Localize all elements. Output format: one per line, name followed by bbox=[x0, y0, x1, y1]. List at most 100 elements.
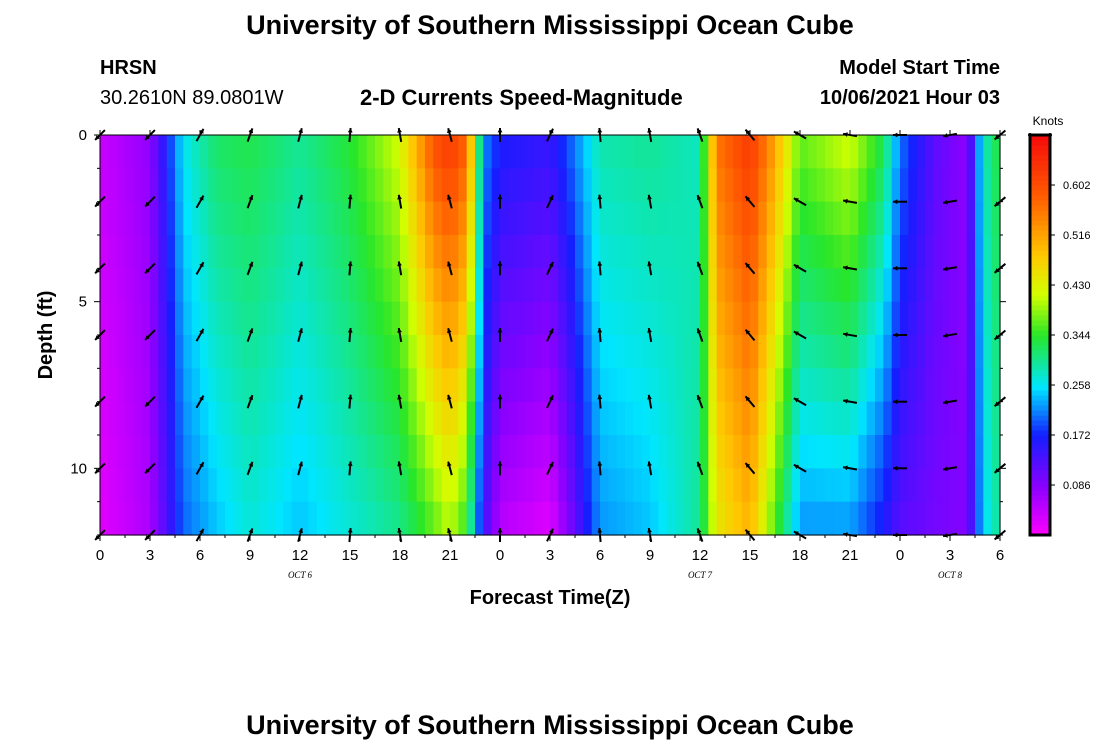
heatmap-cell bbox=[425, 268, 434, 303]
heatmap-cell bbox=[700, 368, 709, 403]
heatmap-cell bbox=[491, 401, 501, 436]
heatmap-cell bbox=[458, 468, 468, 503]
current-vector bbox=[297, 327, 303, 343]
x-tick-label: 9 bbox=[246, 547, 254, 564]
heatmap-cell bbox=[141, 168, 151, 203]
heatmap-cell bbox=[800, 468, 809, 503]
heatmap-cell bbox=[816, 368, 826, 403]
colorbar-swatch bbox=[1030, 155, 1050, 161]
colorbar-swatch bbox=[1030, 440, 1050, 446]
current-vector bbox=[347, 261, 353, 276]
heatmap-cell bbox=[916, 335, 926, 369]
heatmap-cell bbox=[108, 335, 118, 369]
heatmap-cell bbox=[633, 335, 643, 369]
colorbar-swatch bbox=[1030, 515, 1050, 521]
heatmap-cell bbox=[441, 435, 451, 469]
heatmap-cell bbox=[275, 235, 284, 269]
heatmap-cell bbox=[791, 301, 801, 336]
station-coords: 30.2610N 89.0801W bbox=[100, 87, 284, 109]
heatmap-cell bbox=[850, 368, 859, 403]
heatmap-cell bbox=[116, 501, 126, 536]
heatmap-cell bbox=[525, 468, 534, 503]
heatmap-cell bbox=[533, 201, 543, 236]
colorbar-swatch bbox=[1030, 530, 1050, 536]
heatmap-cell bbox=[600, 335, 609, 369]
heatmap-cell bbox=[658, 168, 668, 203]
heatmap-cell bbox=[166, 335, 176, 369]
heatmap-cell bbox=[575, 301, 584, 336]
heatmap-cell bbox=[833, 268, 843, 303]
heatmap-cell bbox=[783, 168, 793, 203]
heatmap-cell bbox=[808, 335, 818, 369]
heatmap-cell bbox=[675, 268, 684, 303]
heatmap-cell bbox=[775, 401, 784, 436]
heatmap-cell bbox=[466, 301, 476, 336]
heatmap-cell bbox=[966, 301, 976, 336]
colorbar-swatch bbox=[1030, 180, 1050, 186]
colorbar-swatch bbox=[1030, 450, 1050, 456]
heatmap-cell bbox=[758, 468, 768, 503]
heatmap-cell bbox=[650, 501, 659, 536]
heatmap-cell bbox=[633, 168, 643, 203]
heatmap-cell bbox=[283, 335, 293, 369]
heatmap-cell bbox=[850, 168, 859, 203]
colorbar-swatch bbox=[1030, 190, 1050, 196]
heatmap-cell bbox=[500, 135, 509, 169]
heatmap-cell bbox=[491, 301, 501, 336]
current-vector bbox=[195, 328, 205, 342]
heatmap-cell bbox=[375, 435, 384, 469]
heatmap-cell bbox=[341, 368, 351, 403]
heatmap-cell bbox=[366, 301, 376, 336]
heatmap-cell bbox=[641, 501, 651, 536]
heatmap-cell bbox=[183, 135, 193, 169]
heatmap-cell bbox=[875, 501, 884, 536]
heatmap-cell bbox=[225, 468, 234, 503]
heatmap-cell bbox=[366, 468, 376, 503]
heatmap-cell bbox=[125, 468, 134, 503]
heatmap-cell bbox=[208, 201, 218, 236]
heatmap-cell bbox=[975, 235, 984, 269]
current-vector bbox=[893, 332, 907, 338]
heatmap-cell bbox=[858, 468, 868, 503]
heatmap-cell bbox=[783, 368, 793, 403]
heatmap-cell bbox=[325, 501, 334, 536]
heatmap-cell bbox=[791, 368, 801, 403]
colorbar-swatch bbox=[1030, 405, 1050, 411]
heatmap-cell bbox=[133, 368, 143, 403]
heatmap-cell bbox=[850, 235, 859, 269]
heatmap-cell bbox=[958, 501, 968, 536]
heatmap-cell bbox=[683, 501, 693, 536]
heatmap-cell bbox=[891, 335, 901, 369]
heatmap-cell bbox=[483, 268, 493, 303]
heatmap-cell bbox=[883, 335, 893, 369]
colorbar-tick-label: 0.172 bbox=[1063, 430, 1091, 442]
heatmap-cell bbox=[625, 335, 634, 369]
heatmap-cell bbox=[491, 268, 501, 303]
heatmap-cell bbox=[233, 401, 243, 436]
heatmap-cell bbox=[833, 335, 843, 369]
heatmap-cell bbox=[641, 301, 651, 336]
heatmap-cell bbox=[158, 335, 168, 369]
heatmap-cell bbox=[258, 135, 268, 169]
heatmap-cell bbox=[408, 368, 418, 403]
heatmap-cell bbox=[725, 201, 734, 236]
heatmap-cell bbox=[491, 135, 501, 169]
current-vector bbox=[195, 261, 205, 275]
heatmap-cell bbox=[341, 401, 351, 436]
heatmap-cell bbox=[641, 401, 651, 436]
current-vector bbox=[497, 261, 503, 276]
heatmap-cell bbox=[300, 401, 309, 436]
heatmap-cell bbox=[658, 335, 668, 369]
heatmap-cell bbox=[808, 268, 818, 303]
current-vector bbox=[842, 465, 858, 471]
heatmap-cell bbox=[658, 368, 668, 403]
heatmap-cell bbox=[708, 235, 718, 269]
colorbar-swatch bbox=[1030, 275, 1050, 281]
heatmap-cell bbox=[233, 368, 243, 403]
heatmap-cell bbox=[741, 468, 751, 503]
heatmap-cell bbox=[300, 435, 309, 469]
heatmap-cell bbox=[125, 435, 134, 469]
heatmap-cell bbox=[875, 135, 884, 169]
heatmap-cell bbox=[558, 401, 568, 436]
heatmap-cell bbox=[725, 168, 734, 203]
